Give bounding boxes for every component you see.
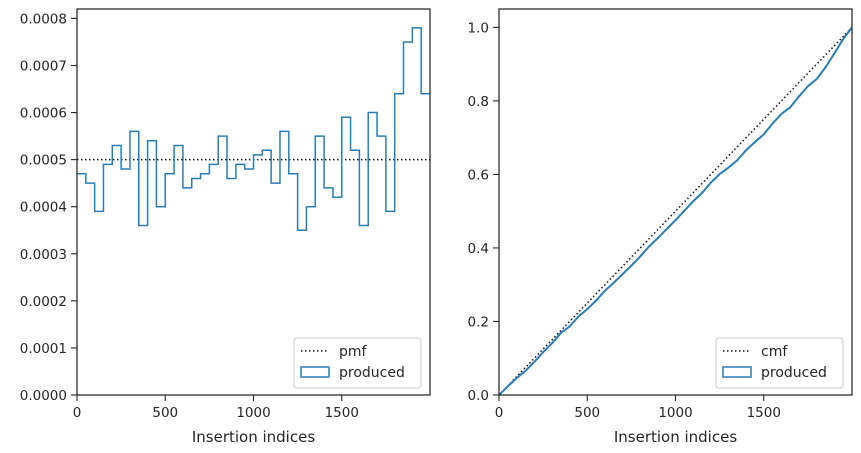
plot-area-right — [499, 9, 852, 395]
produced-histogram-step — [77, 27, 430, 231]
legend-right: cmf produced — [715, 337, 844, 389]
x-tick-label-right: 500 — [574, 405, 600, 421]
cmf-line — [498, 26, 853, 396]
y-tick-label-right: 0.2 — [468, 314, 489, 330]
x-tick-label-left: 1000 — [236, 405, 270, 421]
legend-pmf-label: pmf — [339, 344, 368, 360]
y-tick-label-left: 0.0001 — [20, 341, 67, 357]
y-tick-label-left: 0.0004 — [20, 200, 67, 216]
x-tick-label-right: 1500 — [747, 405, 781, 421]
y-tick-label-left: 0.0008 — [20, 11, 67, 27]
legend-produced-swatch-left — [300, 366, 330, 378]
produced-cumulative-line — [498, 26, 853, 396]
y-tick-label-right: 0.8 — [468, 94, 489, 110]
plot-area-left — [77, 9, 430, 395]
x-tick-label-right: 0 — [495, 405, 504, 421]
legend-produced-label-left: produced — [339, 365, 405, 381]
y-tick-label-left: 0.0005 — [20, 153, 67, 169]
y-tick-label-left: 0.0007 — [20, 58, 67, 74]
pmf-histogram-panel: 0 500 1000 1500 0.0000 0.0001 0.0002 0.0003 0.00… — [20, 8, 431, 446]
legend-cmf-label: cmf — [761, 344, 788, 360]
legend-produced-swatch-right — [722, 366, 752, 378]
x-axis-label-left: Insertion indices — [192, 428, 315, 446]
legend-produced-label-right: produced — [761, 365, 827, 381]
y-tick-label-right: 0.0 — [468, 388, 489, 404]
cmf-panel: 0 500 1000 1500 0.0 0.2 0.4 0.6 0.8 1.0 Insertion… — [468, 8, 853, 446]
y-tick-label-left: 0.0003 — [20, 247, 67, 263]
x-tick-label-right: 1000 — [658, 405, 692, 421]
x-axis-label-right: Insertion indices — [614, 428, 737, 446]
axes-frame-right — [498, 8, 853, 396]
x-tick-label-left: 1500 — [325, 405, 359, 421]
x-tick-label-left: 500 — [152, 405, 178, 421]
y-tick-label-right: 0.4 — [468, 241, 489, 257]
y-tick-label-left: 0.0000 — [20, 388, 67, 404]
y-tick-label-left: 0.0006 — [20, 106, 67, 122]
axes-frame-left — [76, 8, 431, 396]
y-tick-label-right: 1.0 — [468, 20, 489, 36]
y-tick-label-left: 0.0002 — [20, 294, 67, 310]
y-tick-label-right: 0.6 — [468, 167, 489, 183]
x-tick-label-left: 0 — [73, 405, 82, 421]
legend-left: pmf produced — [293, 337, 422, 389]
